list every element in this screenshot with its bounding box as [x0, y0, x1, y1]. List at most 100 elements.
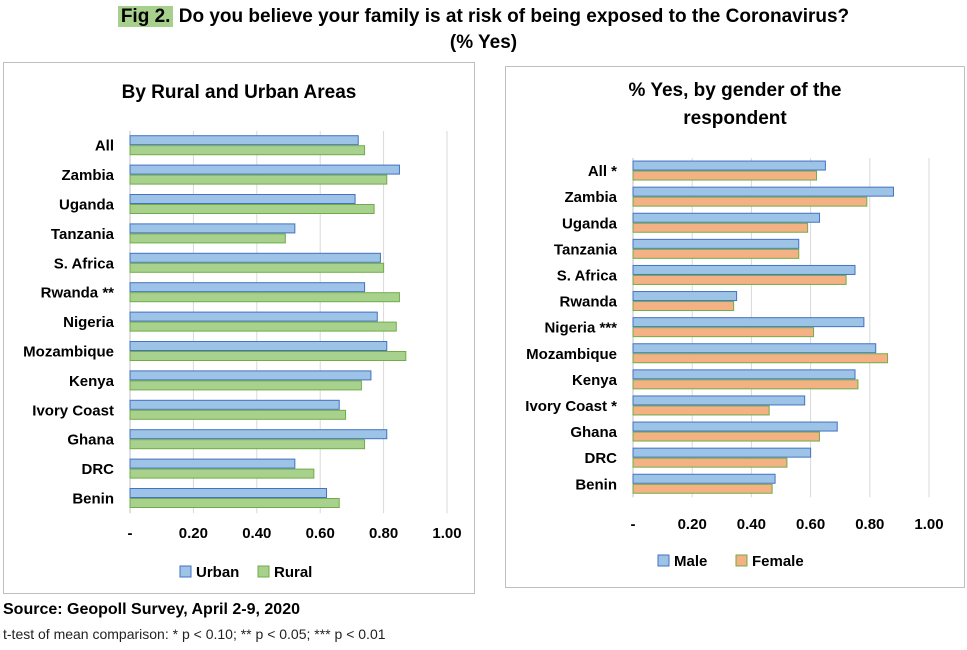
- chart-title-rural-urban: By Rural and Urban Areas: [121, 82, 357, 103]
- rural-urban-bar-rural: [129, 380, 362, 391]
- gender-bar-female: [632, 457, 788, 468]
- gender-bar-female: [632, 301, 735, 312]
- gender-bar-female: [632, 222, 809, 233]
- rural-urban-x-tick-label: 0.80: [369, 525, 398, 542]
- gender-legend-label-female: Female: [752, 553, 804, 570]
- figure-title-line2: (% Yes): [449, 32, 518, 53]
- gender-bar-female: [632, 170, 818, 181]
- chart-title-gender-line1: % Yes, by gender of the: [628, 80, 842, 101]
- rural-urban-bar-rural: [129, 439, 366, 450]
- gender-bar-female: [632, 353, 889, 364]
- rural-urban-bar-urban: [129, 341, 388, 351]
- rural-urban-bar-rural: [129, 174, 388, 185]
- figure-title-line1: Do you believe your family is at risk of…: [178, 6, 850, 27]
- rural-urban-category-label: All: [95, 138, 114, 155]
- rural-urban-bar-rural: [129, 321, 397, 332]
- gender-bar-male: [632, 447, 812, 458]
- gender-bar-male: [632, 186, 894, 197]
- gender-x-tick-label: 0.60: [796, 516, 825, 533]
- gender-bar-male: [632, 317, 865, 328]
- gender-category-label: Kenya: [572, 372, 618, 389]
- chart-title-gender-line2: respondent: [683, 108, 787, 129]
- gender-bar-male: [632, 238, 800, 249]
- rural-urban-x-tick-label: 1.00: [432, 525, 461, 542]
- gender-category-label: Ivory Coast *: [525, 398, 617, 415]
- rural-urban-bar-rural: [129, 145, 366, 156]
- gender-legend-swatch-male: [657, 554, 670, 567]
- gender-bar-female: [632, 248, 800, 259]
- rural-urban-legend-label-urban: Urban: [196, 564, 239, 581]
- rural-urban-legend-swatch-rural: [257, 565, 270, 578]
- rural-urban-category-label: Kenya: [69, 373, 115, 390]
- gender-bar-male: [632, 421, 838, 432]
- figure-label: Fig 2.: [117, 6, 174, 27]
- rural-urban-x-tick-label: 0.20: [179, 525, 208, 542]
- rural-urban-bar-urban: [129, 370, 372, 381]
- gender-bar-female: [632, 379, 859, 390]
- rural-urban-bar-urban: [129, 252, 381, 263]
- gender-bar-female: [632, 196, 868, 207]
- rural-urban-x-tick-label: 0.60: [306, 525, 335, 542]
- gender-x-tick-label: 1.00: [914, 516, 943, 533]
- rural-urban-bar-urban: [129, 282, 366, 293]
- rural-urban-bar-urban: [129, 311, 378, 322]
- rural-urban-bar-urban: [129, 429, 388, 440]
- rural-urban-x-tick-label: -: [128, 525, 133, 542]
- rural-urban-category-label: Ivory Coast: [32, 402, 114, 419]
- rural-urban-x-tick-label: 0.40: [242, 525, 271, 542]
- chart-title-gender: % Yes, by gender of the respondent: [506, 77, 964, 133]
- gender-bar-male: [632, 473, 776, 484]
- gender-category-label: S. Africa: [557, 267, 618, 284]
- gender-bar-male: [632, 264, 856, 275]
- rural-urban-bar-urban: [129, 458, 296, 469]
- gender-category-label: Zambia: [564, 189, 617, 206]
- rural-urban-bar-rural: [129, 292, 400, 303]
- chart-gender: All * Zambia Uganda Tanzania S. Africa Rwanda…: [525, 158, 944, 570]
- rural-urban-bar-rural: [129, 351, 407, 361]
- rural-urban-bar-urban: [129, 488, 328, 498]
- rural-urban-category-label: Uganda: [59, 197, 115, 214]
- gender-category-label: Benin: [575, 476, 617, 493]
- rural-urban-bar-rural: [129, 468, 315, 479]
- gender-legend-label-male: Male: [674, 553, 707, 570]
- gender-bar-male: [632, 160, 826, 171]
- rural-urban-category-label: Mozambique: [23, 344, 114, 361]
- gender-bar-male: [632, 291, 738, 302]
- gender-category-label: Mozambique: [526, 346, 617, 363]
- significance-note: t-test of mean comparison: * p < 0.10; *…: [3, 626, 386, 642]
- gender-bar-female: [632, 274, 847, 285]
- rural-urban-bar-rural: [129, 233, 286, 244]
- gender-category-label: All *: [588, 163, 617, 180]
- rural-urban-legend-label-rural: Rural: [274, 564, 312, 581]
- gender-bar-male: [632, 343, 877, 354]
- rural-urban-bar-rural: [129, 262, 385, 273]
- chart-panel-rural-urban: By Rural and Urban Areas All Zambia Uganda…: [3, 62, 475, 594]
- figure-title: Fig 2. Do you believe your family is at …: [0, 4, 967, 56]
- gender-legend-swatch-female: [735, 554, 748, 567]
- chart-rural-urban: All Zambia Uganda Tanzania S. Africa Rwanda *…: [23, 131, 462, 581]
- source-text: Source: Geopoll Survey, April 2-9, 2020: [3, 601, 300, 618]
- rural-urban-bar-urban: [129, 194, 356, 204]
- gender-bar-female: [632, 483, 773, 494]
- rural-urban-category-label: S. Africa: [54, 255, 115, 272]
- chart-panel-gender: % Yes, by gender of the respondent All *…: [505, 66, 965, 588]
- gender-x-tick-label: 0.40: [737, 516, 766, 533]
- gender-bar-male: [632, 369, 856, 380]
- gender-bar-female: [632, 327, 815, 338]
- gender-bar-female: [632, 405, 770, 416]
- rural-urban-category-label: Ghana: [67, 432, 114, 449]
- rural-urban-legend-swatch-urban: [179, 565, 192, 578]
- gender-category-label: DRC: [585, 450, 618, 467]
- gender-category-label: Ghana: [570, 424, 617, 441]
- gender-x-tick-label: -: [631, 516, 636, 533]
- gender-category-label: Uganda: [562, 215, 618, 232]
- rural-urban-bar-rural: [129, 498, 340, 508]
- rural-urban-category-label: Benin: [72, 491, 114, 508]
- gender-bar-male: [632, 212, 820, 223]
- gender-bar-male: [632, 395, 806, 406]
- gender-bar-female: [632, 431, 820, 442]
- gender-category-label: Nigeria ***: [544, 320, 617, 337]
- rural-urban-category-label: Zambia: [61, 167, 114, 184]
- gender-category-label: Tanzania: [554, 241, 618, 258]
- gender-x-tick-label: 0.20: [678, 516, 707, 533]
